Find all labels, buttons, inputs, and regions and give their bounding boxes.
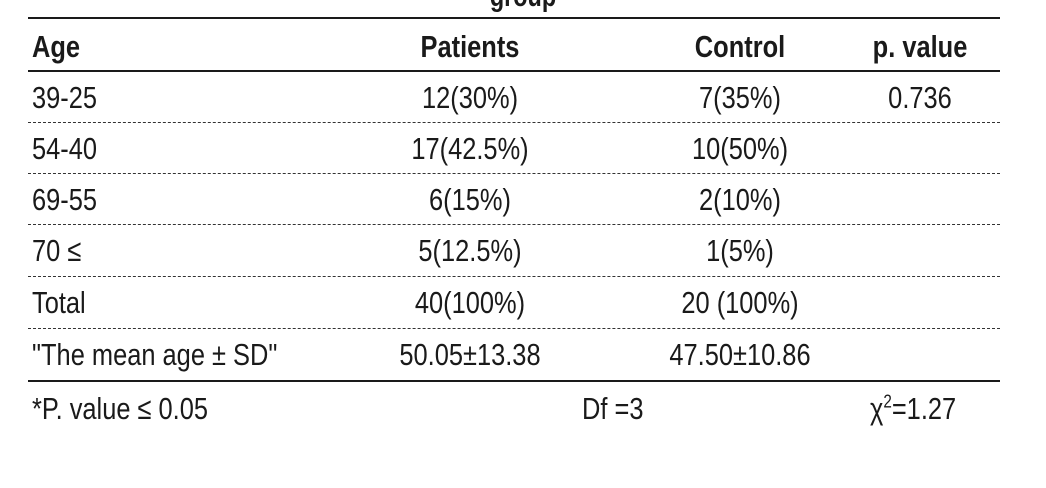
header-p-value: p. value <box>872 29 968 64</box>
table-cell-patients: 40(100%) <box>414 285 526 320</box>
table-cell-patients: 17(42.5%) <box>411 131 529 166</box>
table-cell-patients: 5(12.5%) <box>418 233 522 268</box>
footnote-df: Df =3 <box>582 391 644 426</box>
table-cell-age: 69-55 <box>32 182 98 217</box>
header-control: Control <box>694 29 786 64</box>
header-age: Age <box>32 29 81 64</box>
table-cell-age: 39-25 <box>32 80 98 115</box>
chi-value: =1.27 <box>891 391 957 426</box>
header-patients: Patients <box>420 29 520 64</box>
table-cell-age: 54-40 <box>32 131 98 166</box>
table-cell-control: 1(5%) <box>706 233 774 268</box>
footnote-chi-square: χ2=1.27 <box>870 390 956 428</box>
header-rule <box>28 70 1000 72</box>
table-cell-age: "The mean age ± SD" <box>32 337 278 372</box>
chi-symbol: χ <box>870 391 884 426</box>
table-cell-control: 10(50%) <box>691 131 789 166</box>
bottom-rule <box>28 380 1000 382</box>
table-cell-age: 70 ≤ <box>32 233 82 268</box>
table-cell-age: Total <box>32 285 86 320</box>
table-cell-p-value: 0.736 <box>888 80 952 115</box>
table-cell-patients: 12(30%) <box>421 80 519 115</box>
chi-exponent: 2 <box>883 390 892 412</box>
row-divider <box>28 173 1000 174</box>
row-divider <box>28 276 1000 277</box>
table-cell-patients: 50.05±13.38 <box>399 337 541 372</box>
top-rule <box>28 17 1000 19</box>
table-cell-control: 7(35%) <box>699 80 781 115</box>
row-divider <box>28 224 1000 225</box>
table-title: group <box>115 0 931 14</box>
row-divider <box>28 328 1000 329</box>
row-divider <box>28 122 1000 123</box>
table-title-clip: group <box>0 0 1046 14</box>
table-cell-control: 20 (100%) <box>681 285 799 320</box>
table-cell-control: 2(10%) <box>699 182 781 217</box>
footnote-significance: *P. value ≤ 0.05 <box>32 391 209 426</box>
table-cell-control: 47.50±10.86 <box>669 337 811 372</box>
table-cell-patients: 6(15%) <box>429 182 511 217</box>
